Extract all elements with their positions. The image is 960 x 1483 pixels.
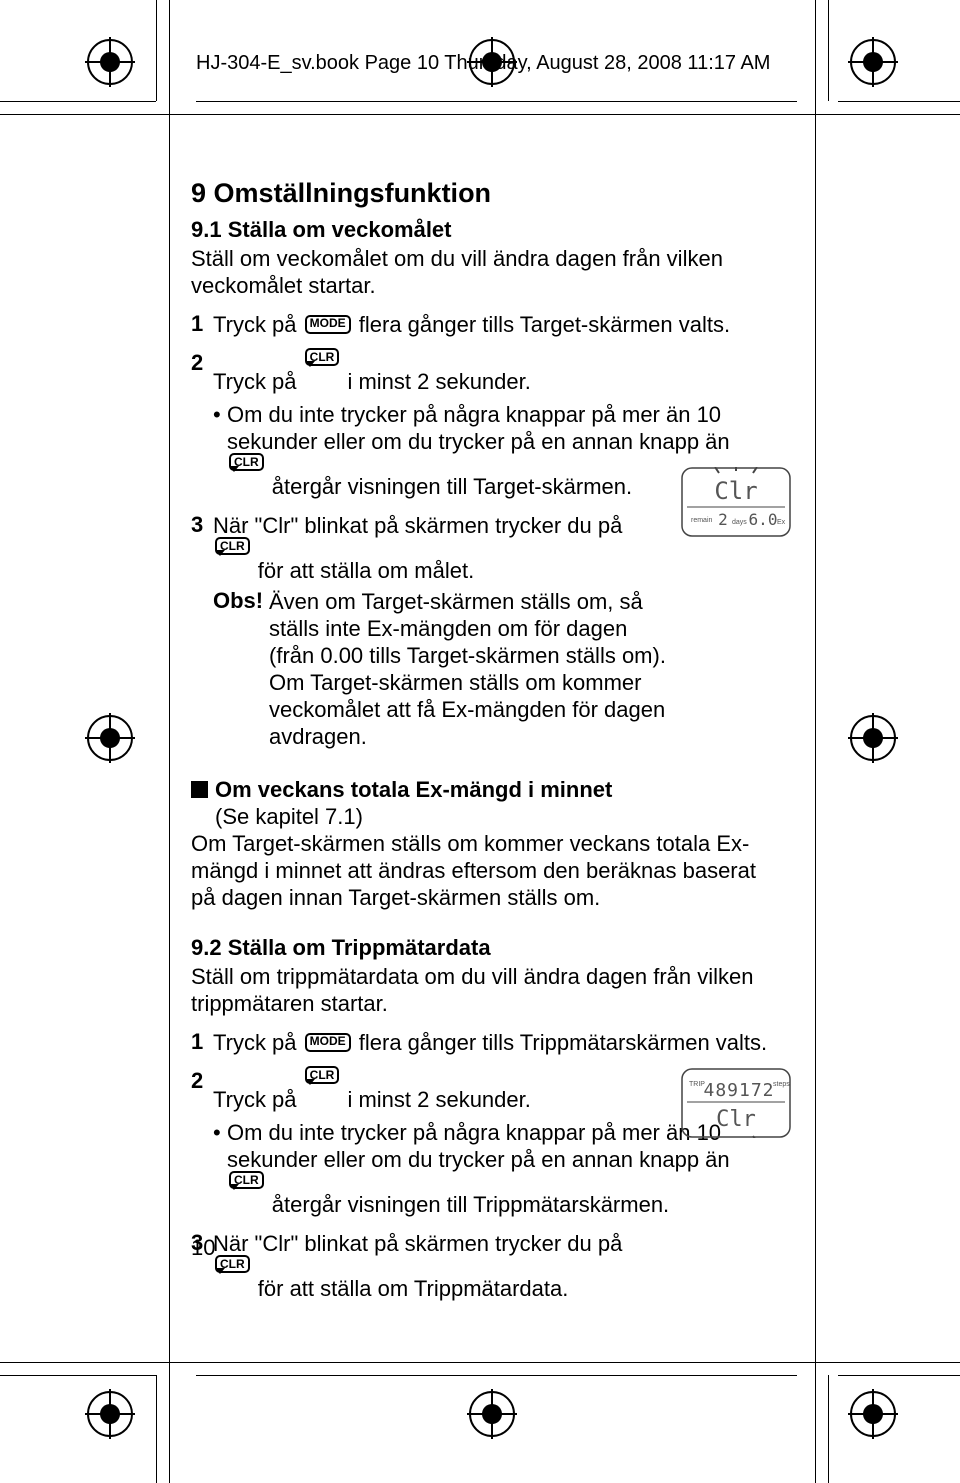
step-text: Tryck på — [213, 1030, 303, 1055]
regmark-bl — [85, 1389, 135, 1439]
obs-note: Obs! Även om Target-skärmen ställs om, s… — [213, 588, 786, 750]
bullet-text: Om du inte trycker på några knappar på m… — [227, 402, 730, 454]
running-header: HJ-304-E_sv.book Page 10 Thursday, Augus… — [196, 52, 770, 75]
step-number: 3 — [191, 512, 213, 538]
step-text: för att ställa om målet. — [252, 558, 475, 583]
bullet-text: återgår visningen till Target-skärmen. — [266, 474, 632, 499]
subsection-number: 9.1 — [191, 217, 222, 242]
lcd-clr: Clr — [714, 477, 757, 505]
subsection-title-text: Ställa om Trippmätardata — [228, 935, 491, 960]
square-bullet-icon — [191, 781, 208, 798]
bullet-text: återgår visningen till Trippmätarskärmen… — [266, 1192, 670, 1217]
step-1: 1 Tryck på MODE flera gånger tills Targe… — [191, 311, 786, 338]
subsection-number: 9.2 — [191, 935, 222, 960]
step-text: i minst 2 sekunder. — [341, 1087, 531, 1112]
subsection-title-text: Ställa om veckomålet — [228, 217, 452, 242]
step-text: Tryck på — [213, 312, 303, 337]
subsection-91-title: 9.1 Ställa om veckomålet — [191, 217, 786, 243]
step-1: 1 Tryck på MODE flera gånger tills Tripp… — [191, 1029, 786, 1056]
svg-text:steps: steps — [773, 1081, 790, 1088]
lcd-illustration-target: Clr remain 2 days 6.0 Ex — [681, 467, 791, 537]
mode-button-icon: MODE — [305, 315, 351, 334]
guide-line — [169, 0, 170, 1483]
guide-line — [0, 1375, 156, 1376]
guide-line — [828, 1375, 829, 1483]
boxed-subheading-body: Om Target-skärmen ställs om kommer vecka… — [191, 830, 786, 911]
clr-button-icon: CLR — [305, 1066, 340, 1111]
guide-line — [156, 0, 157, 101]
step-number: 1 — [191, 311, 213, 337]
obs-text: Även om Target-skärmen ställs om, så stä… — [269, 588, 667, 750]
boxed-subheading-title: Om veckans totala Ex-mängd i minnet — [215, 776, 612, 803]
guide-line — [0, 1362, 960, 1363]
step-number: 2 — [191, 350, 213, 376]
subsection-92-title: 9.2 Ställa om Trippmätardata — [191, 935, 786, 961]
section-title: 9 Omställningsfunktion — [191, 178, 786, 209]
bullet-dot: • — [213, 1119, 227, 1218]
boxed-subheading: Om veckans totala Ex-mängd i minnet — [191, 776, 786, 803]
svg-text:489172: 489172 — [703, 1080, 774, 1101]
svg-text:2: 2 — [718, 510, 728, 529]
lcd-illustration-trip: TRIP 489172 steps Clr — [681, 1068, 791, 1138]
svg-text:remain: remain — [691, 517, 713, 524]
clr-button-icon: CLR — [215, 1255, 250, 1300]
step-number: 2 — [191, 1068, 213, 1094]
step-text: Tryck på — [213, 1087, 303, 1112]
step-2: 2 Tryck på CLR i minst 2 sekunder. — [191, 350, 786, 395]
subsection-92-intro: Ställ om trippmätardata om du vill ändra… — [191, 963, 786, 1017]
guide-line — [828, 0, 829, 101]
step-text: När "Clr" blinkat på skärmen trycker du … — [213, 1231, 622, 1256]
step-3: 3 När "Clr" blinkat på skärmen trycker d… — [191, 1230, 786, 1302]
step-number: 1 — [191, 1029, 213, 1055]
step-text: När "Clr" blinkat på skärmen trycker du … — [213, 513, 622, 538]
obs-label: Obs! — [213, 588, 269, 750]
regmark-br — [848, 1389, 898, 1439]
guide-line — [196, 1375, 797, 1376]
svg-text:days: days — [732, 519, 747, 526]
bullet-dot: • — [213, 401, 227, 500]
clr-button-icon: CLR — [229, 1171, 264, 1216]
svg-text:6.0: 6.0 — [749, 510, 778, 529]
regmark-bc — [467, 1389, 517, 1439]
regmark-mr — [848, 713, 898, 763]
clr-button-icon: CLR — [305, 348, 340, 393]
guide-line — [196, 101, 797, 102]
regmark-ml — [85, 713, 135, 763]
clr-button-icon: CLR — [215, 537, 250, 582]
guide-line — [0, 114, 960, 115]
mode-button-icon: MODE — [305, 1033, 351, 1052]
guide-line — [0, 101, 156, 102]
section-number: 9 — [191, 178, 206, 208]
bullet-text: Om du inte trycker på några knappar på m… — [227, 1120, 730, 1172]
subsection-91-intro: Ställ om veckomålet om du vill ändra dag… — [191, 245, 786, 299]
guide-line — [838, 1375, 960, 1376]
guide-line — [838, 101, 960, 102]
page: HJ-304-E_sv.book Page 10 Thursday, Augus… — [0, 0, 960, 1483]
guide-line — [815, 0, 816, 1483]
step-text: flera gånger tills Trippmätarskärmen val… — [353, 1030, 768, 1055]
page-number: 10 — [191, 1235, 215, 1261]
section-title-text: Omställningsfunktion — [214, 178, 492, 208]
regmark-tl — [85, 37, 135, 87]
guide-line — [156, 1375, 157, 1483]
step-text: i minst 2 sekunder. — [341, 369, 531, 394]
regmark-tr — [848, 37, 898, 87]
step-text: flera gånger tills Target-skärmen valts. — [353, 312, 730, 337]
boxed-subheading-ref: (Se kapitel 7.1) — [215, 803, 786, 830]
svg-text:Clr: Clr — [716, 1107, 756, 1132]
clr-button-icon: CLR — [229, 453, 264, 498]
svg-text:Ex: Ex — [777, 519, 786, 526]
step-text: för att ställa om Trippmätardata. — [252, 1276, 569, 1301]
step-text: Tryck på — [213, 369, 303, 394]
